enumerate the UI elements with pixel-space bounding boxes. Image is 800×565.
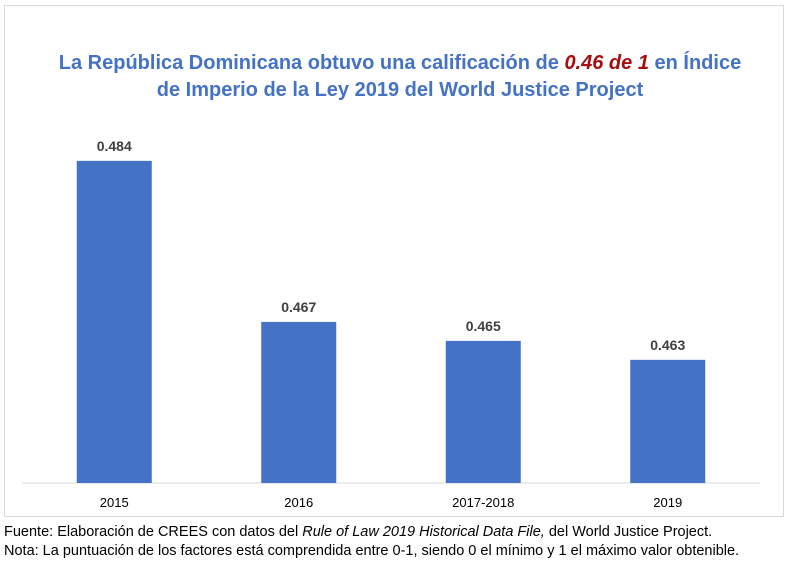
bar: [261, 321, 337, 483]
source-note: Fuente: Elaboración de CREES con datos d…: [4, 524, 712, 540]
title-text: La República Dominicana obtuvo una calif…: [58, 52, 565, 74]
chart-frame: [4, 5, 784, 517]
source-text: Fuente: Elaboración de CREES con datos d…: [4, 524, 303, 540]
data-label: 0.463: [650, 337, 685, 353]
x-tick-label: 2015: [100, 495, 129, 510]
source-title: Rule of Law 2019 Historical Data File,: [302, 524, 545, 540]
bar: [445, 340, 521, 483]
source-text: del World Justice Project.: [544, 524, 713, 540]
x-tick-label: 2019: [653, 495, 682, 510]
bar: [630, 359, 706, 483]
x-tick-label: 2017-2018: [452, 495, 514, 510]
data-label: 0.465: [466, 318, 501, 334]
data-label: 0.484: [97, 138, 132, 154]
title-highlight: 0.46 de 1: [564, 52, 649, 74]
x-tick-label: 2016: [284, 495, 313, 510]
title-text: de Imperio de la Ley 2019 del World Just…: [156, 79, 644, 101]
title-text: en Índice: [648, 52, 742, 74]
footnote: Nota: La puntuación de los factores está…: [4, 543, 740, 559]
chart-title: La República Dominicana obtuvo una calif…: [0, 50, 800, 104]
bar: [76, 160, 152, 483]
data-label: 0.467: [281, 299, 316, 315]
